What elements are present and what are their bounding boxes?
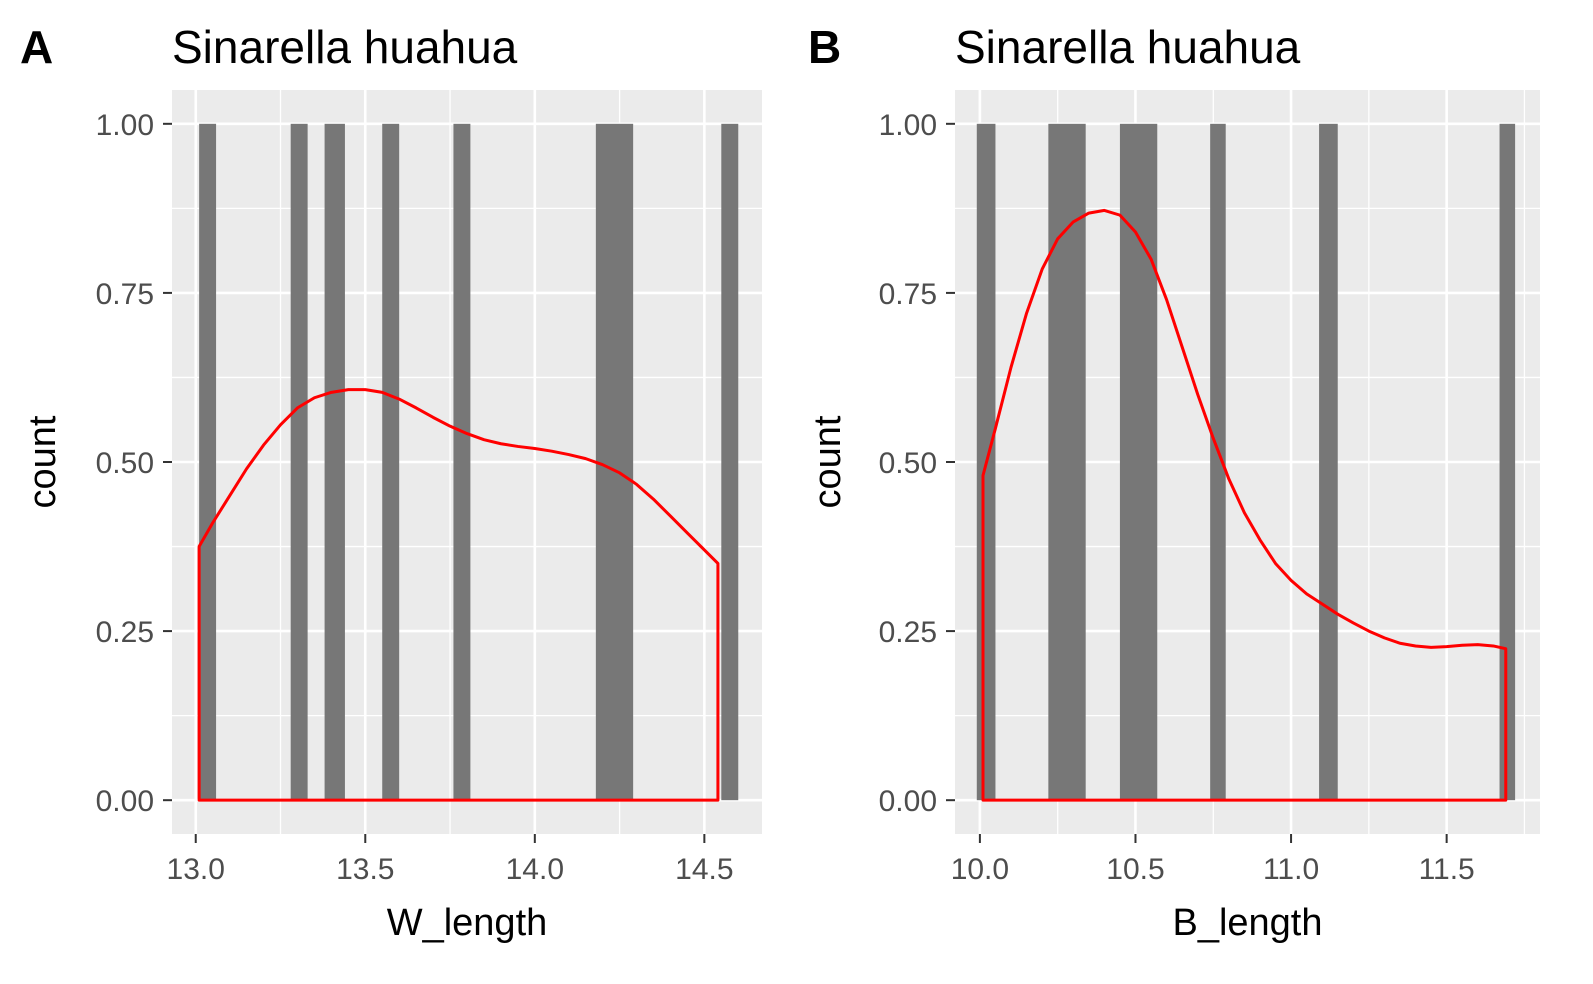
x-tick-label: 10.5 xyxy=(1106,853,1164,886)
histogram-bar xyxy=(453,123,471,801)
histogram-bar xyxy=(199,123,217,801)
x-tick-label: 14.0 xyxy=(506,853,564,886)
histogram-bar xyxy=(1048,123,1086,801)
histogram-bar xyxy=(290,123,308,801)
histogram-bar xyxy=(1499,123,1516,801)
x-tick-label: 13.0 xyxy=(167,853,225,886)
y-tick-label: 0.50 xyxy=(96,447,154,480)
chart-title: Sinarella huahua xyxy=(172,21,518,73)
chart-title: Sinarella huahua xyxy=(955,21,1301,73)
histogram-bar xyxy=(595,123,634,801)
y-tick-label: 0.75 xyxy=(879,278,937,311)
density-curve xyxy=(981,208,1508,802)
y-tick-label: 0.00 xyxy=(96,785,154,818)
histogram-bar xyxy=(1119,123,1158,801)
histogram-bar xyxy=(382,123,400,801)
x-tick-label: 14.5 xyxy=(675,853,733,886)
x-axis-title: B_length xyxy=(1172,902,1322,944)
x-tick-label: 10.0 xyxy=(951,853,1009,886)
density-curve xyxy=(197,388,720,802)
y-tick-label: 0.50 xyxy=(879,447,937,480)
panel-b: B Sinarella huahua 0.00 0.25 0.50 0.75 1.00 10.… xyxy=(807,21,1540,944)
y-tick-label: 0.25 xyxy=(96,616,154,649)
histogram-bar xyxy=(1210,123,1226,801)
histogram-bar xyxy=(721,123,739,801)
x-tick-label: 11.5 xyxy=(1419,853,1475,886)
y-tick-label: 0.75 xyxy=(96,278,154,311)
y-tick-label: 0.25 xyxy=(879,616,937,649)
y-tick-label: 0.00 xyxy=(879,785,937,818)
x-axis-title: W_length xyxy=(387,902,548,944)
y-tick-label: 1.00 xyxy=(879,109,937,142)
histogram-bar xyxy=(1319,123,1338,801)
panel-tag: A xyxy=(20,21,53,73)
y-axis-title: count xyxy=(807,415,849,508)
x-tick-label: 13.5 xyxy=(336,853,394,886)
y-tick-label: 1.00 xyxy=(96,109,154,142)
panel-a: A Sinarella huahua 0.00 0.25 0.50 0.75 1.00 13.… xyxy=(20,21,762,944)
histogram-bar xyxy=(324,123,345,801)
panel-tag: B xyxy=(808,21,841,73)
y-axis-title: count xyxy=(22,415,64,508)
x-tick-label: 11.0 xyxy=(1263,853,1319,886)
